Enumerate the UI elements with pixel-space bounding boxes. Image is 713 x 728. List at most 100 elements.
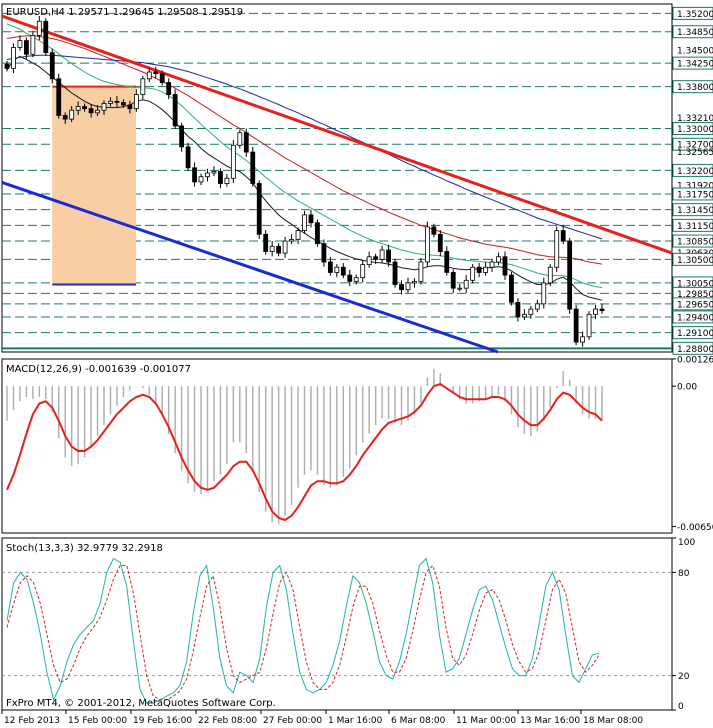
candle-body: [185, 146, 191, 169]
time-axis-label: 1 Mar 16:00: [328, 716, 383, 726]
candle-body: [560, 230, 566, 242]
candle-body: [327, 261, 333, 273]
price-level-box: [672, 122, 713, 136]
candle-body: [121, 101, 126, 106]
candle-body: [580, 336, 585, 343]
price-pane[interactable]: 1.35200 1.34850 1.34500 1.34250 1.33800 1.332…: [1, 3, 713, 355]
candle-body: [172, 94, 178, 127]
price-level-box: [672, 187, 713, 201]
macd-axis-label: 0.001263: [677, 355, 713, 365]
candle-body: [457, 287, 463, 290]
candle-body: [282, 240, 288, 254]
price-level-label: 1.33000: [677, 125, 713, 135]
candle-body: [489, 261, 495, 268]
candle-body: [56, 78, 62, 116]
price-level-label: 1.29400: [677, 313, 713, 323]
candle-body: [502, 256, 508, 276]
time-axis-label: 11 Mar 00:00: [456, 716, 516, 726]
candle-body: [418, 261, 424, 282]
candle-body: [554, 230, 560, 268]
candle-body: [88, 108, 94, 114]
candle-body: [224, 177, 230, 184]
price-level-label: 1.34850: [677, 28, 713, 38]
candle-body: [470, 266, 476, 281]
candle-body: [211, 171, 217, 174]
stoch-signal-line: [6, 564, 600, 701]
stoch-frame: [1, 537, 673, 711]
candle-body: [476, 266, 482, 273]
time-axis-label: 22 Feb 08:00: [198, 716, 257, 726]
candle-body: [237, 132, 243, 146]
copyright-footer: FxPro MT4, © 2001-2012, MetaQuotes Softw…: [6, 698, 276, 709]
candle-body: [509, 274, 514, 303]
candle-body: [321, 243, 327, 263]
candle-body: [431, 226, 437, 235]
macd-axis-label: 0.00: [677, 383, 697, 393]
time-axis-label: 15 Feb 00:00: [68, 716, 127, 726]
candle-body: [334, 266, 340, 273]
candle-body: [250, 151, 256, 184]
candle-body: [567, 240, 573, 310]
price-level-label: 1.33210: [677, 114, 713, 124]
price-frame: [1, 3, 673, 353]
time-axis-label: 6 Mar 08:00: [391, 716, 446, 726]
consolidation-box: [52, 86, 136, 285]
candle-body: [302, 214, 307, 231]
stoch-axis-label: 20: [678, 672, 690, 682]
stoch-pane[interactable]: 100 80 20 0: [1, 537, 695, 712]
candle-body: [308, 214, 314, 224]
price-level-label: 1.29100: [677, 329, 713, 339]
candle-body: [483, 266, 488, 273]
price-level-box: [672, 6, 713, 20]
candle-body: [573, 308, 579, 343]
price-level-label: 1.30050: [677, 279, 713, 289]
candle-body: [399, 284, 404, 291]
candle-body: [373, 256, 379, 260]
candle-body: [366, 256, 372, 266]
candle-body: [386, 249, 391, 263]
trendline: [1, 181, 499, 354]
macd-signal-line: [6, 382, 603, 522]
price-level-label: 1.32565: [677, 148, 713, 158]
candle-body: [340, 266, 346, 276]
price-level-box: [672, 218, 713, 232]
candle-body: [4, 63, 10, 69]
candle-body: [515, 301, 521, 318]
time-axis-label: 13 Mar 16:00: [520, 716, 580, 726]
price-level-label: 1.31920: [677, 182, 713, 192]
price-level-box: [672, 80, 713, 94]
trendline: [1, 14, 673, 255]
candle-body: [289, 239, 294, 242]
candle-body: [243, 132, 249, 153]
stoch-main-line: [6, 557, 600, 704]
candle-body: [256, 183, 262, 235]
candle-body: [43, 20, 49, 54]
candle-body: [599, 308, 605, 312]
price-level-box: [672, 234, 713, 248]
price-level-label: 1.35200: [677, 10, 713, 20]
candle-body: [437, 233, 443, 252]
candle-body: [69, 109, 75, 120]
candle-body: [11, 47, 16, 69]
price-level-label: 1.33800: [677, 83, 713, 93]
moving-average-line: [6, 35, 603, 265]
candle-body: [379, 249, 385, 260]
price-level-label: 1.28800: [677, 345, 713, 355]
candle-body: [153, 71, 159, 74]
candle-body: [230, 144, 236, 179]
candle-body: [463, 279, 469, 289]
time-axis-label: 19 Feb 16:00: [133, 716, 192, 726]
macd-frame: [1, 358, 673, 534]
macd-pane[interactable]: 0.001263 0.00 -0.00650: [1, 355, 713, 534]
candle-body: [218, 171, 223, 184]
macd-pane-title: MACD(12,26,9) -0.001639 -0.001077: [6, 364, 191, 375]
candle-body: [528, 308, 534, 315]
price-level-label: 1.31750: [677, 190, 713, 200]
candle-body: [444, 251, 450, 273]
moving-average-line: [6, 54, 603, 240]
candle-body: [140, 78, 146, 95]
candle-body: [49, 52, 55, 80]
price-level-box: [672, 297, 713, 311]
candle-body: [159, 73, 165, 83]
